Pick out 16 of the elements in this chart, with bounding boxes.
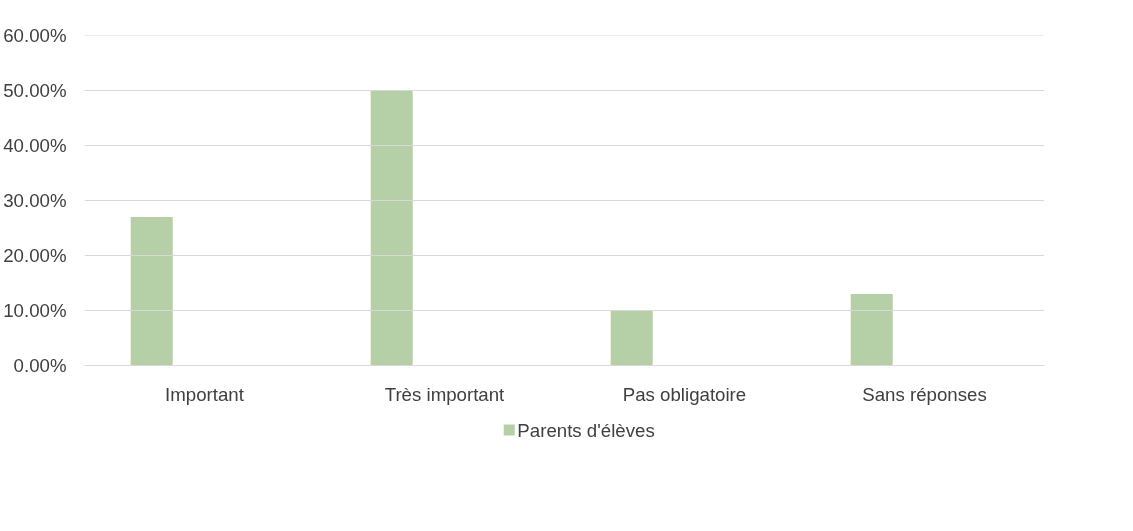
bar: [370, 90, 413, 366]
y-tick-label: 0.00%: [13, 355, 67, 376]
bar: [610, 310, 653, 366]
y-tick-label: 20.00%: [3, 245, 67, 266]
x-tick-label: Pas obligatoire: [622, 383, 747, 405]
y-tick-label: 40.00%: [3, 135, 67, 156]
y-tick-label: 10.00%: [3, 300, 67, 321]
x-tick-label: Important: [165, 383, 245, 405]
x-tick-label: Sans réponses: [862, 383, 987, 405]
y-tick-label: 60.00%: [3, 25, 67, 46]
legend-label: Parents d'élèves: [517, 419, 655, 441]
y-tick-label: 50.00%: [3, 80, 67, 101]
bar: [130, 217, 173, 366]
bar: [850, 294, 893, 366]
x-tick-label: Très important: [384, 383, 506, 405]
y-tick-label: 30.00%: [3, 190, 67, 211]
